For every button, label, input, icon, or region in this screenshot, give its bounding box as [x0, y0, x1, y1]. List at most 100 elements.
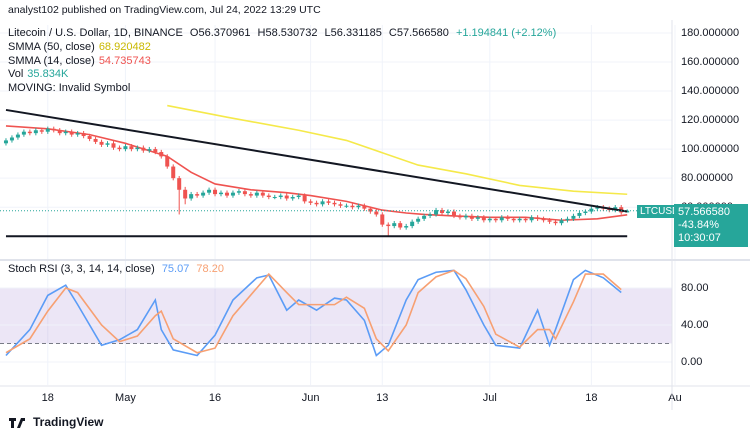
- x-tick-label: May: [115, 392, 136, 404]
- stoch-line: [5, 269, 622, 357]
- stoch-band: [0, 287, 672, 344]
- candle-body: [410, 221, 415, 227]
- candle-body: [362, 205, 367, 209]
- y-tick-label: 80.00: [681, 282, 709, 294]
- candle-body: [254, 192, 259, 196]
- candle-body: [290, 197, 295, 199]
- candle-body: [541, 218, 546, 221]
- x-tick-label: 18: [585, 392, 597, 404]
- legend-name: SMMA (14, close): [8, 54, 95, 67]
- candle-body: [475, 217, 480, 219]
- candle-body: [177, 178, 182, 190]
- y-tick-label: 0.00: [681, 356, 702, 368]
- legend-value: 68.920482: [98, 41, 151, 53]
- y-tick-label: 80.000000: [681, 172, 733, 184]
- candle-body: [487, 218, 492, 221]
- candle-body: [422, 215, 427, 219]
- logo: [9, 418, 25, 428]
- candle-body: [242, 191, 247, 195]
- candle-body: [51, 128, 56, 131]
- candle-body: [213, 189, 218, 195]
- candle-body: [434, 210, 439, 215]
- candle-body: [135, 147, 140, 150]
- candle-body: [272, 197, 277, 199]
- candle-body: [195, 194, 200, 196]
- candle-body: [493, 218, 498, 221]
- candle-body: [57, 130, 62, 134]
- legend-name: SMMA (50, close): [8, 41, 95, 53]
- candle-body: [75, 133, 80, 135]
- candle-body: [165, 156, 170, 167]
- candle-body: [284, 195, 289, 199]
- candle-body: [39, 130, 44, 132]
- symbol: Litecoin / U.S. Dollar, 1D, BINANCE: [8, 27, 183, 39]
- candle-body: [517, 218, 522, 221]
- published-line: analyst102 published on TradingView.com,…: [8, 4, 321, 16]
- candle-body: [87, 136, 92, 139]
- candle-body: [9, 137, 14, 141]
- candle-body: [33, 130, 38, 134]
- stoch-d: 78.20: [196, 263, 224, 275]
- candle-body: [374, 211, 379, 215]
- candle-body: [224, 192, 229, 196]
- footer: TradingView: [8, 415, 103, 429]
- stoch-k: 75.07: [161, 263, 190, 275]
- trendline: [5, 108, 628, 213]
- candle-body: [511, 218, 516, 221]
- legend-row: SMMA (50, close) 68.920482: [8, 41, 155, 54]
- candle-body: [577, 212, 582, 216]
- x-tick-label: Jun: [302, 392, 320, 404]
- candle-body: [93, 138, 98, 142]
- ohlc-low: L56.331185: [324, 27, 382, 39]
- candle-body: [248, 194, 253, 196]
- candle-body: [230, 192, 235, 196]
- ohlc-close: C57.566580: [388, 27, 449, 39]
- legend-row: MOVING: Invalid Symbol: [8, 82, 134, 95]
- candle-body: [469, 215, 474, 219]
- candle-body: [326, 201, 331, 203]
- candle-body: [505, 217, 510, 219]
- candle-body: [428, 214, 433, 216]
- candle-body: [332, 202, 337, 205]
- x-tick-label: 16: [209, 392, 221, 404]
- symbol-badge: LTCUSD: [637, 205, 683, 218]
- ohlc-open: O56.370961: [189, 27, 251, 39]
- candle-body: [21, 131, 26, 135]
- candle-body: [302, 195, 307, 202]
- candle-body: [201, 192, 206, 196]
- candle-body: [117, 147, 122, 150]
- candle-body: [595, 207, 600, 209]
- candle-body: [463, 215, 468, 218]
- candle-body: [392, 223, 397, 227]
- candle-body: [99, 141, 104, 145]
- candle-body: [314, 202, 319, 205]
- candle-body: [308, 201, 313, 203]
- change: +1.194841 (+2.12%): [455, 27, 557, 39]
- badge-countdown: 10:30:07: [678, 232, 721, 244]
- legend-row: Vol 35.834K: [8, 68, 72, 81]
- candle-body: [529, 217, 534, 221]
- candle-body: [440, 210, 445, 213]
- candle-body: [129, 146, 134, 150]
- candle-body: [153, 149, 158, 153]
- candle-body: [123, 146, 128, 150]
- candle-body: [111, 143, 116, 148]
- candle-body: [398, 223, 403, 228]
- stoch-title: Stoch RSI (3, 3, 14, 14, close): [8, 263, 155, 275]
- candle-body: [344, 205, 349, 207]
- candle-body: [589, 208, 594, 212]
- candle-body: [547, 220, 552, 222]
- candle-body: [141, 147, 146, 151]
- candle-body: [219, 192, 224, 195]
- candle-body: [147, 149, 152, 151]
- candle-body: [45, 128, 50, 132]
- y-tick-label: 120.000000: [681, 114, 739, 126]
- price-badge: 57.566580 -43.84% 10:30:07: [674, 204, 748, 247]
- candle-body: [296, 195, 301, 198]
- stoch-legend: Stoch RSI (3, 3, 14, 14, close) 75.07 78…: [8, 263, 228, 276]
- candle-body: [368, 208, 373, 212]
- candle-body: [27, 131, 32, 134]
- y-tick-label: 100.000000: [681, 143, 739, 155]
- x-tick-label: 13: [376, 392, 388, 404]
